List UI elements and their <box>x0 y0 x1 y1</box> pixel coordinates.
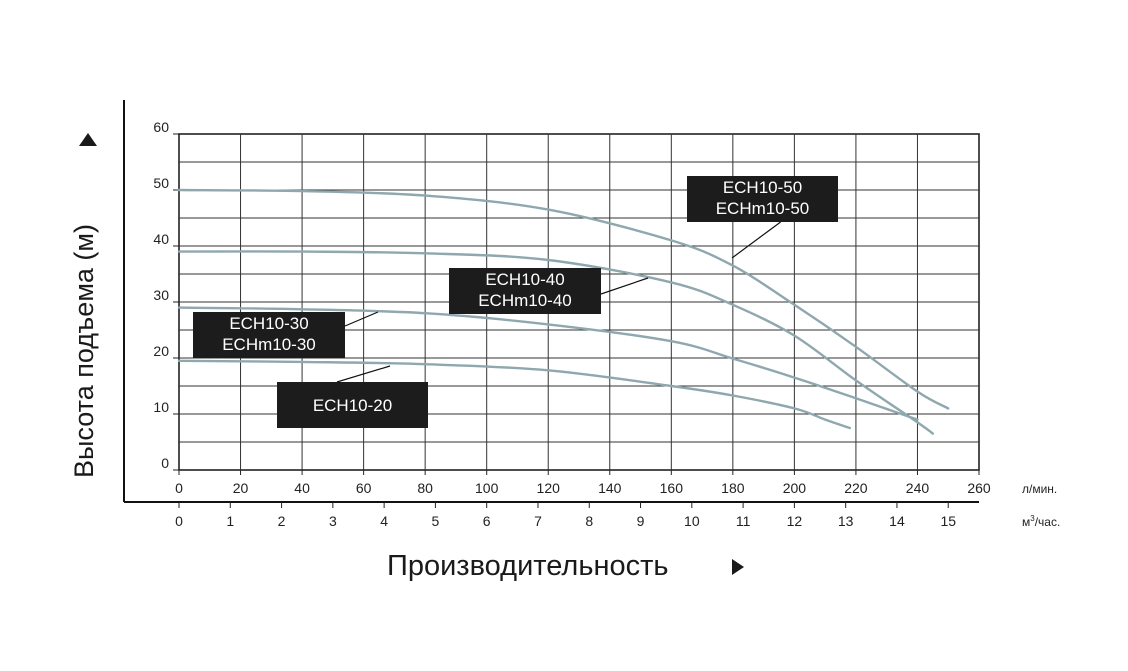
x-tick-label-secondary: 8 <box>585 513 593 529</box>
series-labels: ECH10-50ECHm10-50ECH10-40ECHm10-40ECH10-… <box>193 176 838 428</box>
series-label-1: ECH10-50 ECHm10-50 <box>687 176 838 259</box>
series-label-leader <box>600 277 649 295</box>
x-unit-primary: л/мин. <box>1022 482 1057 496</box>
series-label-text: ECH10-50 <box>723 178 802 197</box>
series-label-text: ECH10-30 <box>229 314 308 333</box>
x-tick-label-secondary: 12 <box>787 513 803 529</box>
y-tick-labels: 0 10 20 30 40 50 60 <box>153 119 179 471</box>
x-tick-label-secondary: 15 <box>940 513 956 529</box>
series-line-1 <box>177 188 950 410</box>
x-tick-label-primary: 60 <box>356 480 372 496</box>
y-tick-label: 50 <box>153 175 169 191</box>
x-tick-label-secondary: 2 <box>278 513 286 529</box>
x-tick-label-secondary: 10 <box>684 513 700 529</box>
x-unit-secondary-exp: 3 <box>1030 514 1035 523</box>
x-tick-label-secondary: 3 <box>329 513 337 529</box>
series-line-4 <box>177 359 851 430</box>
x-tick-label-primary: 240 <box>906 480 930 496</box>
x-tick-label-secondary: 14 <box>889 513 905 529</box>
x-tick-label-primary: 220 <box>844 480 868 496</box>
x-tick-label-primary: 140 <box>598 480 622 496</box>
series-label-text: ECHm10-40 <box>478 291 572 310</box>
series-label-text: ECH10-20 <box>313 396 392 415</box>
x-tick-label-primary: 120 <box>537 480 561 496</box>
x-tick-label-primary: 80 <box>417 480 433 496</box>
series-label-text: ECHm10-50 <box>716 199 810 218</box>
x-tick-label-secondary: 7 <box>534 513 542 529</box>
axes <box>123 100 979 503</box>
x-unit-secondary-base: м <box>1022 515 1030 529</box>
x-tick-labels-primary: 0 20 40 60 80 100 120 140 160 180 200 220 240 260 <box>175 470 991 496</box>
x-tick-label-secondary: 9 <box>637 513 645 529</box>
y-tick-label: 0 <box>161 455 169 471</box>
x-tick-label-secondary: 1 <box>226 513 234 529</box>
series-label-box <box>193 312 345 358</box>
series-label-4: ECH10-20 <box>277 365 428 428</box>
y-axis-label: Высота подъема (м) <box>69 224 99 478</box>
x-axis-label: Производительность <box>387 550 668 582</box>
series-line-3 <box>177 306 919 421</box>
x-tick-label-primary: 160 <box>660 480 684 496</box>
series-label-box <box>449 268 601 314</box>
x-tick-label-secondary: 4 <box>380 513 388 529</box>
x-axis-arrow-icon <box>732 559 744 575</box>
x-unit-secondary-tail: /час. <box>1035 515 1061 529</box>
series-label-3: ECH10-30 ECHm10-30 <box>193 311 379 358</box>
x-tick-label-primary: 0 <box>175 480 183 496</box>
x-tick-label-secondary: 11 <box>736 513 751 529</box>
x-tick-label-primary: 100 <box>475 480 499 496</box>
y-tick-label: 10 <box>153 399 169 415</box>
y-axis-arrow-icon <box>79 133 97 146</box>
series-label-leader <box>731 221 781 259</box>
y-tick-label: 20 <box>153 343 169 359</box>
x-tick-label-primary: 40 <box>294 480 310 496</box>
x-tick-labels-secondary: 0 1 2 3 4 5 6 7 8 9 10 11 12 13 14 15 <box>175 502 956 529</box>
x-tick-label-primary: 200 <box>783 480 807 496</box>
series-label-leader <box>344 311 379 327</box>
series-label-text: ECHm10-30 <box>222 335 316 354</box>
series-label-leader <box>336 365 391 383</box>
x-tick-label-primary: 20 <box>233 480 249 496</box>
y-tick-label: 30 <box>153 287 169 303</box>
x-tick-label-secondary: 5 <box>432 513 440 529</box>
y-tick-label: 60 <box>153 119 169 135</box>
x-tick-label-primary: 180 <box>721 480 745 496</box>
x-tick-label-secondary: 13 <box>838 513 854 529</box>
x-tick-label-secondary: 6 <box>483 513 491 529</box>
series-line-2 <box>177 250 934 435</box>
series-curves <box>177 188 950 435</box>
y-tick-label: 40 <box>153 231 169 247</box>
series-label-2: ECH10-40 ECHm10-40 <box>449 268 649 314</box>
series-label-box <box>277 382 428 428</box>
series-label-box <box>687 176 838 222</box>
series-label-text: ECH10-40 <box>485 270 564 289</box>
x-tick-label-primary: 260 <box>967 480 991 496</box>
x-tick-label-secondary: 0 <box>175 513 183 529</box>
x-unit-secondary: м3/час. <box>1022 514 1060 529</box>
